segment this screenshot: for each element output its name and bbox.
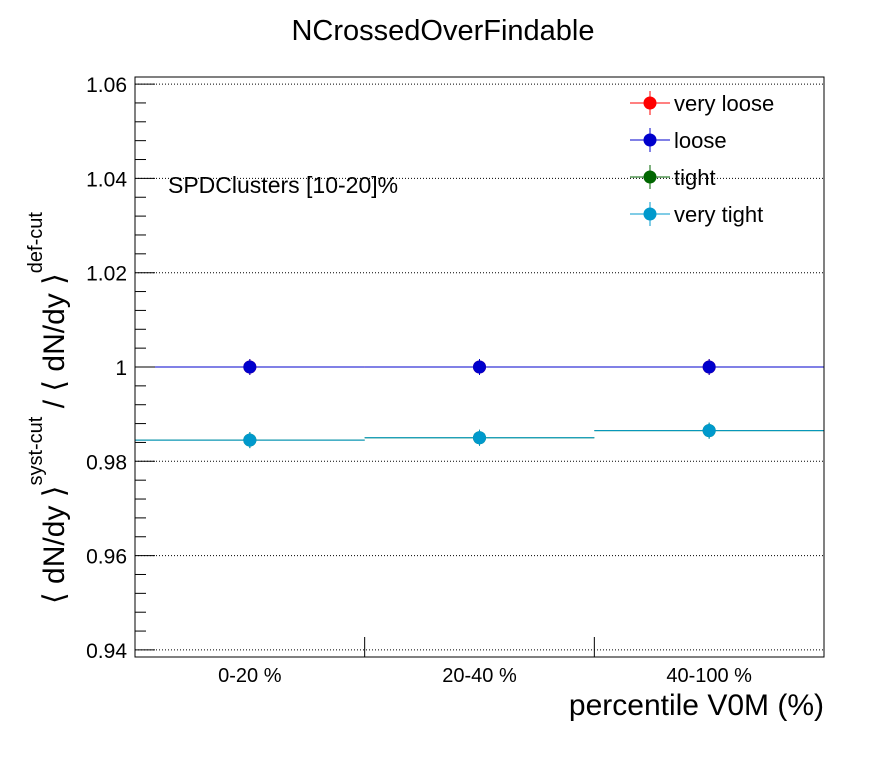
y-tick-label: 1.02 (86, 263, 127, 286)
data-point (243, 360, 257, 374)
y-tick-label: 1.06 (86, 74, 127, 97)
data-point (473, 431, 486, 445)
data-point (243, 433, 257, 447)
data-point (702, 360, 716, 374)
y-tick-label: 0.98 (86, 451, 127, 474)
y-axis-label-lead: ⟨ dN/dy ⟩ (38, 486, 71, 604)
y-axis-label-sup2: def-cut (25, 212, 47, 274)
data-point (473, 360, 486, 374)
legend-label: loose (674, 128, 727, 153)
y-axis-label-mid: / ⟨ dN/dy ⟩ (38, 273, 71, 416)
legend-marker (643, 170, 657, 184)
legend-marker (643, 207, 657, 221)
series-layer (135, 359, 824, 449)
y-tick-label: 1.04 (86, 168, 127, 191)
legend: very loose loose tight very tight (630, 91, 774, 227)
chart-title: NCrossedOverFindable (291, 15, 594, 47)
legend-marker (643, 133, 657, 147)
y-tick-label: 0.96 (86, 546, 127, 569)
y-tick-label: 0.94 (86, 640, 127, 663)
annotation-text: SPDClusters [10-20]% (168, 172, 398, 198)
legend-marker (643, 96, 657, 110)
x-tick-label: 20-40 % (442, 665, 517, 687)
legend-label: very loose (674, 91, 774, 116)
legend-label: tight (674, 165, 716, 190)
y-tick-label: 1 (115, 357, 127, 380)
axes: 0.94 0.96 0.98 1 1.02 1.04 1.06 0-20 % 20-40 % 40… (86, 74, 752, 687)
x-tick-label: 40-100 % (666, 665, 752, 687)
x-axis-label: percentile V0M (%) (569, 689, 824, 722)
legend-label: very tight (674, 202, 763, 227)
x-tick-label: 0-20 % (218, 665, 282, 687)
data-point (702, 424, 716, 438)
y-axis-label-sup1: syst-cut (25, 416, 47, 485)
y-axis-label: ⟨ dN/dy ⟩syst-cut / ⟨ dN/dy ⟩def-cut (25, 212, 71, 604)
